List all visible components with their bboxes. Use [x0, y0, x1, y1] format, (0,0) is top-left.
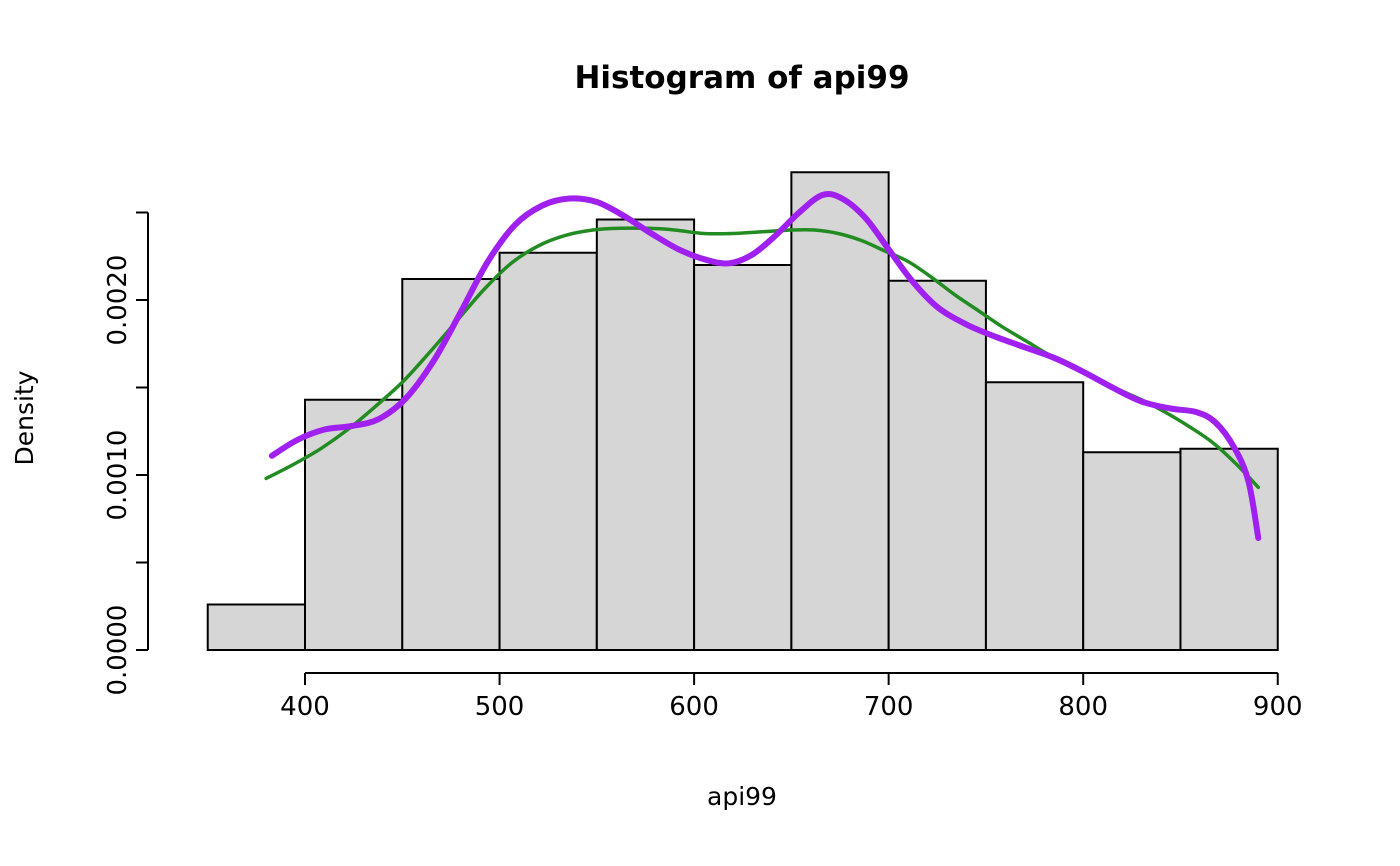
- x-axis-tick-label: 400: [280, 692, 330, 722]
- chart-title: Histogram of api99: [574, 60, 909, 96]
- histogram-bar: [887, 279, 987, 651]
- x-axis-tick-label: 500: [475, 692, 525, 722]
- y-axis-tick-label: 0.0020: [103, 255, 133, 346]
- x-axis-tick-label: 600: [669, 692, 719, 722]
- histogram-bar: [693, 264, 793, 651]
- x-axis-tick-label: 900: [1253, 692, 1303, 722]
- histogram-bar: [984, 381, 1085, 651]
- x-axis-tick-label: 700: [864, 692, 914, 722]
- histogram-bar: [1179, 447, 1279, 651]
- x-axis-tick-label: 800: [1058, 692, 1108, 722]
- histogram-bar: [790, 171, 890, 651]
- x-axis-label: api99: [707, 782, 777, 811]
- y-axis-label: Density: [10, 370, 39, 465]
- histogram-bar: [1082, 451, 1182, 651]
- y-axis-tick-label: 0.0000: [103, 605, 133, 696]
- histogram-bar: [206, 603, 307, 651]
- density-curve-purple: [268, 191, 1262, 541]
- y-axis-tick-label: 0.0010: [103, 430, 133, 521]
- histogram-bar: [304, 398, 404, 651]
- histogram-bar: [498, 251, 598, 651]
- histogram-bar: [595, 218, 696, 651]
- histogram-bar: [401, 278, 501, 651]
- plot-group: 400 500 600 700 800 900 0.0000 0.0010 0.0020: [103, 171, 1303, 722]
